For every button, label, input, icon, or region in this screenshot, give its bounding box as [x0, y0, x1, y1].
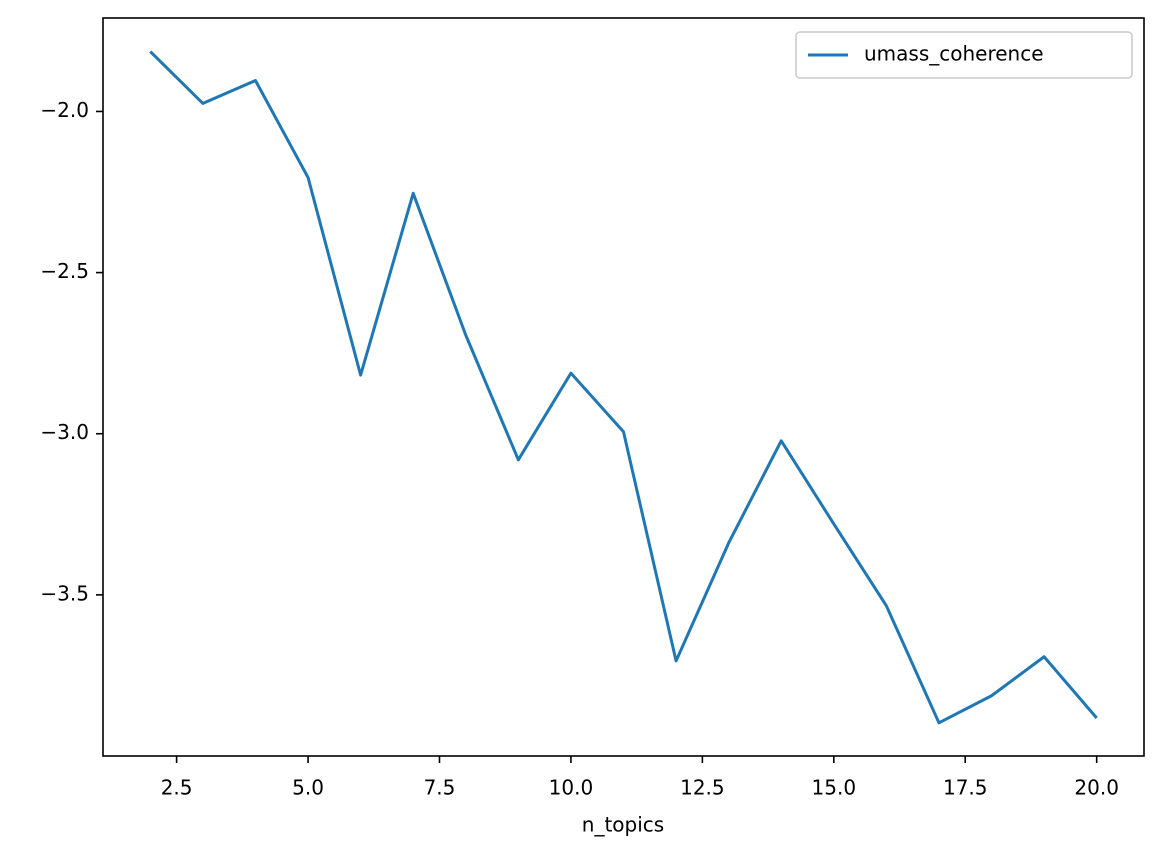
x-tick-label: 7.5 — [424, 776, 456, 800]
y-tick-label: −3.5 — [40, 581, 89, 605]
x-tick-label: 10.0 — [549, 776, 594, 800]
x-tick-label: 17.5 — [943, 776, 988, 800]
x-tick-label: 15.0 — [812, 776, 857, 800]
y-tick-label: −2.0 — [40, 98, 89, 122]
x-tick-label: 5.0 — [292, 776, 324, 800]
legend-box — [795, 31, 1133, 79]
y-tick-label: −3.0 — [40, 420, 89, 444]
y-tick-label: −2.5 — [40, 259, 89, 283]
x-tick-label: 20.0 — [1074, 776, 1119, 800]
data-line — [149, 50, 1098, 725]
plot-frame — [102, 17, 1145, 757]
x-tick-label: 2.5 — [161, 776, 193, 800]
x-axis-label: n_topics — [582, 813, 664, 837]
legend-label: umass_coherence — [864, 42, 1044, 66]
x-tick-label: 12.5 — [680, 776, 725, 800]
